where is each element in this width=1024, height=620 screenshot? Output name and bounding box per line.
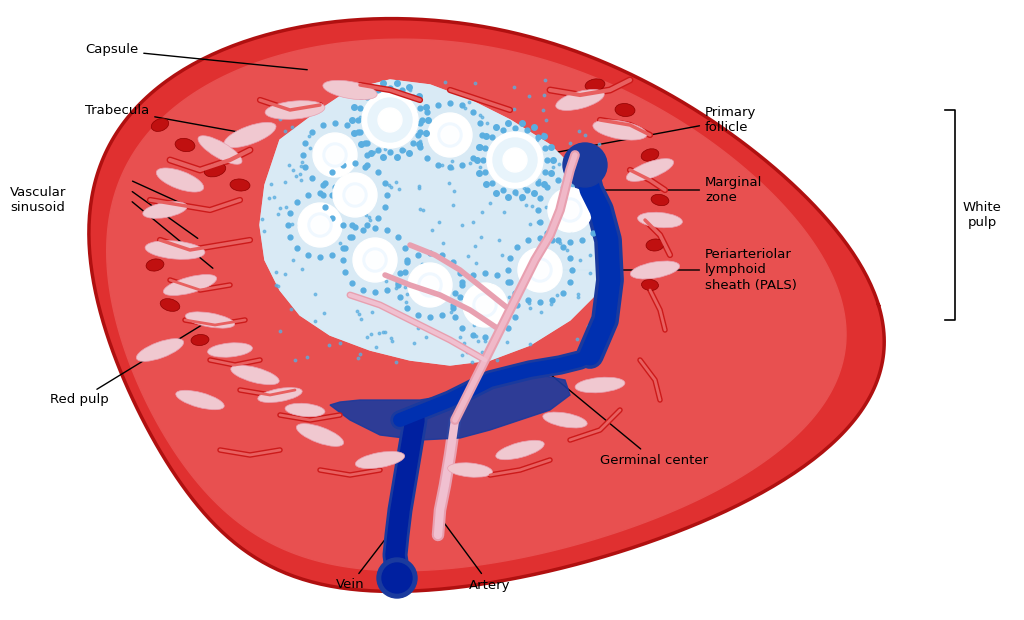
- Ellipse shape: [146, 259, 164, 271]
- Ellipse shape: [160, 299, 180, 311]
- Ellipse shape: [641, 149, 658, 161]
- Circle shape: [346, 186, 364, 204]
- Ellipse shape: [641, 280, 658, 291]
- Circle shape: [378, 108, 402, 132]
- Circle shape: [493, 138, 537, 182]
- Circle shape: [438, 123, 462, 147]
- Ellipse shape: [575, 377, 625, 393]
- Ellipse shape: [136, 339, 183, 361]
- Ellipse shape: [651, 194, 669, 206]
- Ellipse shape: [615, 104, 635, 117]
- Text: Red pulp: Red pulp: [50, 321, 208, 407]
- Circle shape: [503, 148, 527, 172]
- Polygon shape: [89, 19, 884, 591]
- Ellipse shape: [230, 179, 250, 191]
- Circle shape: [362, 248, 387, 272]
- Ellipse shape: [152, 118, 169, 131]
- Circle shape: [476, 296, 494, 314]
- Ellipse shape: [631, 261, 680, 279]
- Circle shape: [377, 558, 417, 598]
- Ellipse shape: [265, 100, 325, 119]
- Circle shape: [368, 98, 412, 142]
- Circle shape: [343, 183, 367, 207]
- Text: Capsule: Capsule: [85, 43, 307, 69]
- Ellipse shape: [224, 122, 276, 148]
- Circle shape: [506, 151, 524, 169]
- Circle shape: [382, 563, 412, 593]
- Ellipse shape: [593, 120, 647, 140]
- Ellipse shape: [175, 138, 195, 152]
- Text: Periarteriolar
lymphoid
sheath (PALS): Periarteriolar lymphoid sheath (PALS): [527, 249, 797, 291]
- Circle shape: [548, 188, 592, 232]
- Ellipse shape: [543, 412, 587, 428]
- Circle shape: [473, 293, 497, 317]
- Text: Artery: Artery: [443, 522, 511, 591]
- Circle shape: [366, 251, 384, 269]
- Ellipse shape: [585, 79, 605, 91]
- Text: Vascular
sinusoid: Vascular sinusoid: [10, 186, 67, 214]
- Circle shape: [428, 113, 472, 157]
- Polygon shape: [260, 80, 610, 365]
- Polygon shape: [106, 39, 846, 571]
- Ellipse shape: [638, 212, 682, 228]
- Circle shape: [493, 138, 537, 182]
- Circle shape: [518, 248, 562, 292]
- Circle shape: [326, 146, 344, 164]
- Circle shape: [418, 273, 442, 297]
- Text: Germinal center: Germinal center: [547, 372, 709, 466]
- Polygon shape: [330, 375, 570, 440]
- Circle shape: [408, 263, 452, 307]
- Ellipse shape: [157, 168, 204, 192]
- Circle shape: [441, 126, 459, 144]
- Circle shape: [378, 108, 402, 132]
- Circle shape: [313, 133, 357, 177]
- Circle shape: [563, 143, 607, 187]
- Ellipse shape: [204, 163, 225, 177]
- Circle shape: [463, 283, 507, 327]
- Ellipse shape: [323, 81, 377, 100]
- Circle shape: [381, 111, 399, 129]
- Circle shape: [503, 148, 527, 172]
- Ellipse shape: [556, 89, 604, 110]
- Ellipse shape: [355, 451, 404, 469]
- Ellipse shape: [142, 202, 187, 218]
- Ellipse shape: [198, 136, 242, 164]
- Ellipse shape: [145, 241, 205, 259]
- Ellipse shape: [627, 159, 674, 182]
- Text: Vein: Vein: [336, 522, 398, 591]
- Text: Marginal
zone: Marginal zone: [553, 176, 763, 204]
- Ellipse shape: [296, 423, 344, 446]
- Circle shape: [298, 203, 342, 247]
- Circle shape: [368, 98, 412, 142]
- Ellipse shape: [191, 334, 209, 345]
- Circle shape: [561, 201, 579, 219]
- Circle shape: [558, 198, 582, 222]
- Circle shape: [362, 92, 418, 148]
- Ellipse shape: [185, 312, 234, 328]
- Ellipse shape: [285, 403, 325, 417]
- Ellipse shape: [646, 239, 664, 251]
- Ellipse shape: [230, 365, 280, 385]
- Circle shape: [531, 261, 549, 279]
- Text: Trabecula: Trabecula: [85, 104, 252, 135]
- Circle shape: [333, 173, 377, 217]
- Ellipse shape: [208, 343, 253, 357]
- Circle shape: [308, 213, 332, 237]
- Circle shape: [323, 143, 347, 167]
- Ellipse shape: [496, 440, 544, 459]
- Text: Primary
follicle: Primary follicle: [518, 106, 757, 159]
- Text: White
pulp: White pulp: [963, 201, 1001, 229]
- Ellipse shape: [164, 275, 217, 296]
- Ellipse shape: [447, 463, 493, 477]
- Ellipse shape: [258, 388, 302, 402]
- Ellipse shape: [176, 390, 224, 410]
- Circle shape: [528, 258, 552, 282]
- Circle shape: [353, 238, 397, 282]
- Circle shape: [421, 276, 439, 294]
- Circle shape: [487, 132, 543, 188]
- Polygon shape: [260, 80, 610, 365]
- Circle shape: [311, 216, 329, 234]
